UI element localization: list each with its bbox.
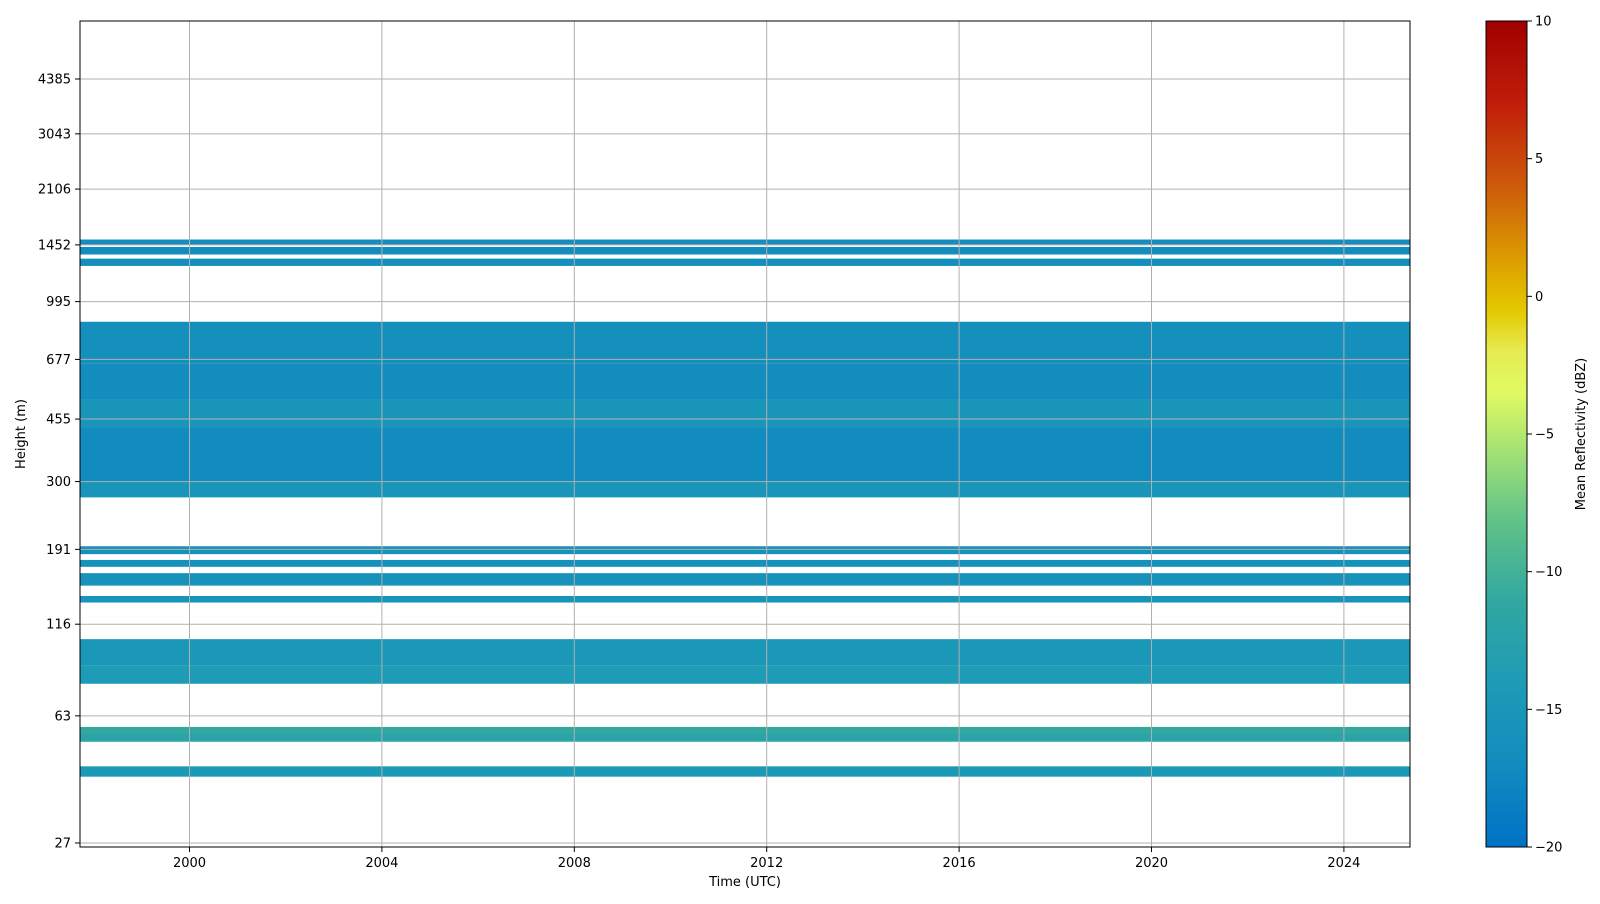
grid-lines [80, 21, 1410, 847]
heatmap-layer [80, 399, 1410, 428]
y-tick-label: 995 [46, 295, 71, 310]
x-axis-ticks: 2000 2004 2008 2012 2016 2020 2024 [173, 847, 1360, 871]
y-axis-ticks: 27 63 116 191 300 455 677 995 1452 2106 3043 4385 [38, 73, 80, 852]
x-tick-label: 2008 [558, 856, 591, 871]
x-tick-label: 2000 [173, 856, 206, 871]
y-tick-label: 191 [46, 543, 71, 558]
heatmap-layers [80, 239, 1410, 777]
heatmap-layer [80, 321, 1410, 364]
heatmap-layer [80, 559, 1410, 567]
y-tick-label: 2106 [38, 183, 71, 198]
colorbar-ticks: −20 −15 −10 −5 0 5 10 [1527, 15, 1562, 856]
x-axis-label: Time (UTC) [708, 875, 781, 890]
heatmap-layer [80, 481, 1410, 498]
y-tick-label: 300 [46, 475, 71, 490]
y-tick-label: 3043 [38, 127, 71, 142]
colorbar-tick-label: 0 [1535, 290, 1543, 305]
x-tick-label: 2016 [943, 856, 976, 871]
heatmap-layer [80, 726, 1410, 734]
colorbar-tick-label: −20 [1535, 841, 1562, 856]
colorbar-tick-label: −15 [1535, 703, 1562, 718]
y-axis-label: Height (m) [14, 399, 29, 469]
colorbar-tick-label: −10 [1535, 565, 1562, 580]
x-tick-label: 2012 [750, 856, 783, 871]
heatmap-layer [80, 733, 1410, 742]
heatmap-layer [80, 766, 1410, 777]
heatmap-layer [80, 246, 1410, 255]
heatmap-layer [80, 595, 1410, 603]
colorbar-tick-label: −5 [1535, 428, 1554, 443]
y-tick-label: 455 [46, 413, 71, 428]
x-tick-label: 2004 [365, 856, 398, 871]
colorbar-tick-label: 10 [1535, 15, 1552, 30]
colorbar-label: Mean Reflectivity (dBZ) [1574, 358, 1589, 511]
heatmap-layer [80, 639, 1410, 666]
y-tick-label: 27 [54, 837, 71, 852]
y-tick-label: 1452 [38, 238, 71, 253]
y-tick-label: 63 [54, 709, 71, 724]
heatmap-layer [80, 363, 1410, 400]
colorbar-tick-label: 5 [1535, 152, 1543, 167]
y-tick-label: 116 [46, 618, 71, 633]
heatmap-layer [80, 239, 1410, 245]
x-tick-label: 2024 [1327, 856, 1360, 871]
x-tick-label: 2020 [1135, 856, 1168, 871]
y-tick-label: 677 [46, 353, 71, 368]
plot-frame [79, 20, 1411, 848]
heatmap-layer [80, 546, 1410, 555]
heatmap-layer [80, 573, 1410, 586]
heatmap-layer [80, 665, 1410, 684]
heatmap-layer [80, 427, 1410, 482]
colorbar [1485, 20, 1528, 848]
y-tick-label: 4385 [38, 73, 71, 88]
heatmap-layer [80, 258, 1410, 266]
